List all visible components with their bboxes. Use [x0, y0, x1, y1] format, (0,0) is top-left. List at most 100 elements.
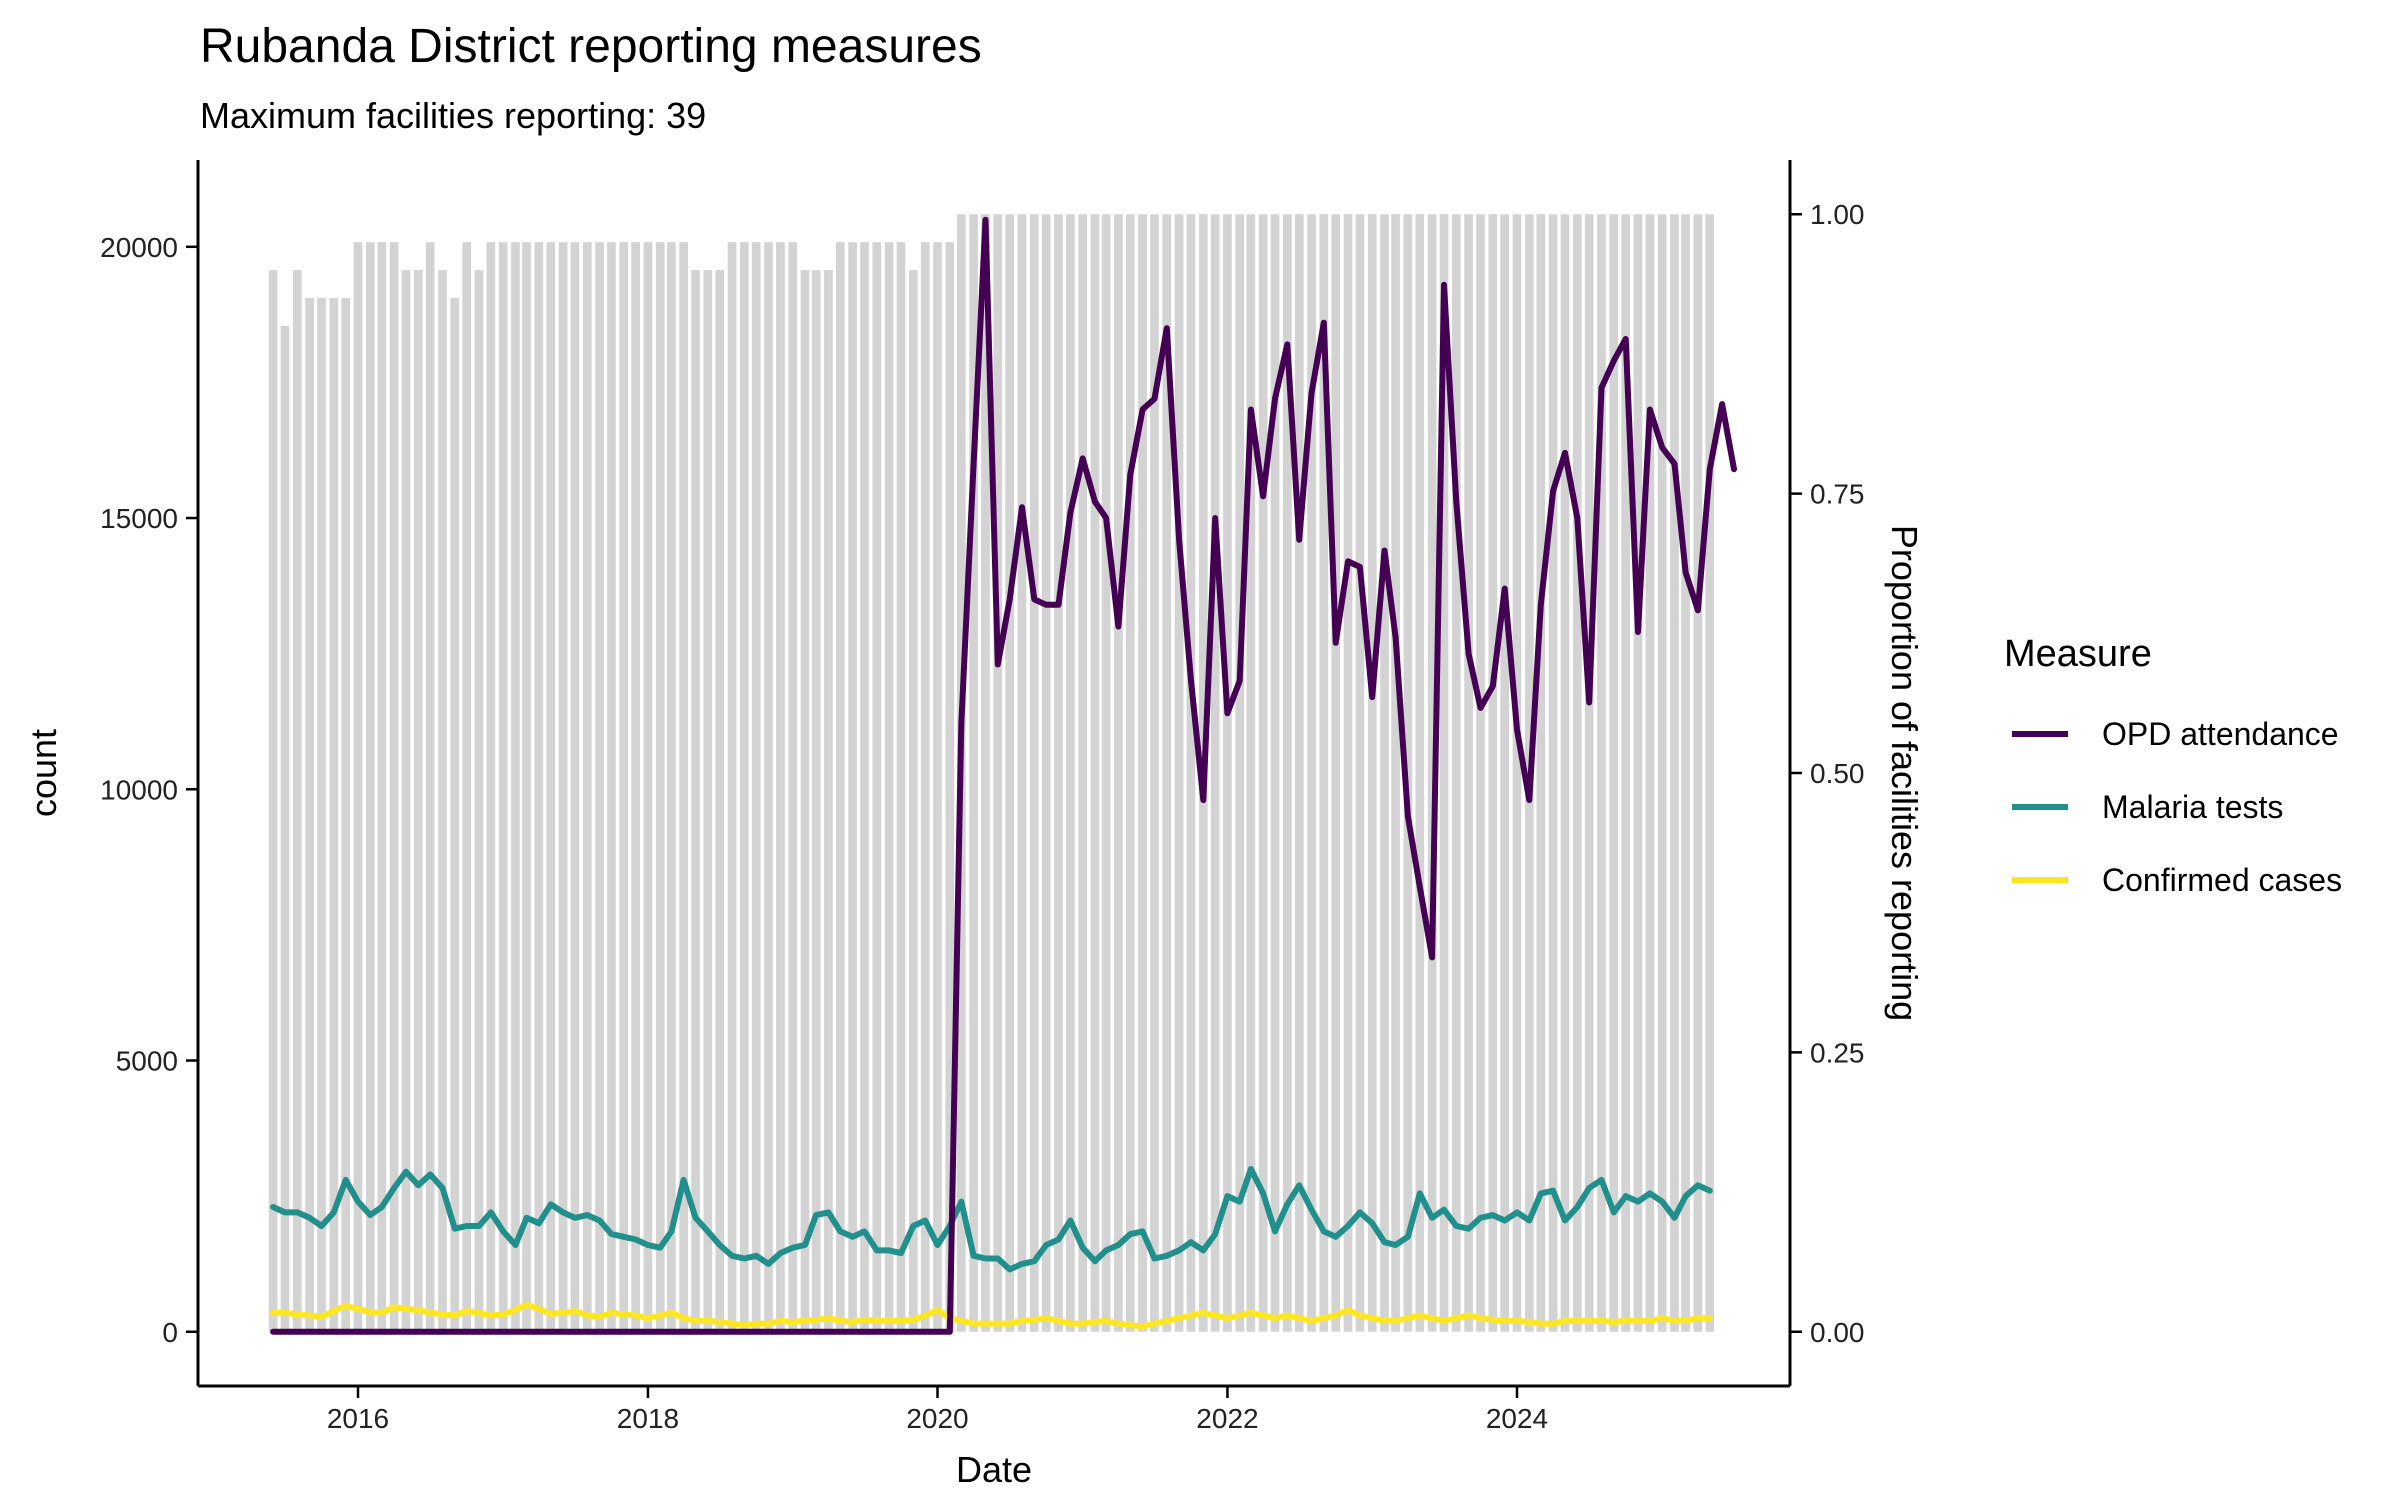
proportion-bar	[1138, 214, 1147, 1332]
proportion-bar	[619, 242, 629, 1332]
proportion-bar	[811, 270, 821, 1332]
proportion-bar	[1246, 214, 1256, 1332]
proportion-bar	[933, 242, 942, 1332]
proportion-bar	[570, 242, 580, 1332]
axis-ticks: 0 5000 10000 15000 20000 0.00 0.25 0.50 0.75 1.00…	[100, 199, 1864, 1434]
legend-label: Confirmed cases	[2102, 862, 2342, 898]
proportion-bar	[751, 242, 761, 1332]
proportion-bar	[727, 242, 737, 1332]
x-tick-label: 2022	[1196, 1403, 1258, 1434]
proportion-bar	[643, 242, 653, 1332]
proportion-bar	[1235, 214, 1245, 1332]
y-tick-label: 0	[162, 1317, 178, 1348]
proportion-bar	[1162, 214, 1172, 1332]
proportion-bar	[1464, 214, 1473, 1332]
proportion-bar	[679, 242, 688, 1332]
proportion-bar	[1307, 214, 1316, 1332]
proportion-bar	[1670, 214, 1679, 1332]
proportion-bar	[1415, 214, 1425, 1332]
proportion-bar	[1101, 214, 1111, 1332]
proportion-bar	[1258, 214, 1268, 1332]
proportion-bar	[292, 270, 302, 1332]
proportion-bar	[1174, 214, 1184, 1332]
y-tick-label: 20000	[100, 232, 178, 263]
proportion-bar	[268, 270, 278, 1332]
proportion-bar	[389, 242, 399, 1332]
proportion-bar	[800, 270, 810, 1332]
y-tick-label: 15000	[100, 503, 178, 534]
proportion-bar	[425, 242, 435, 1332]
proportion-bar	[1319, 214, 1329, 1332]
proportion-bar	[438, 270, 447, 1332]
proportion-bar	[582, 242, 592, 1332]
proportion-bar	[1476, 214, 1485, 1332]
proportion-bar	[1066, 214, 1075, 1332]
legend-title: Measure	[2004, 633, 2152, 675]
proportion-bar	[739, 242, 749, 1332]
proportion-bar	[835, 242, 845, 1332]
series-lines	[270, 216, 1737, 1335]
proportion-bar	[1380, 214, 1389, 1332]
proportion-bar	[1705, 214, 1715, 1332]
proportion-bar	[655, 242, 665, 1332]
proportion-bar	[1451, 214, 1461, 1332]
proportion-bar	[884, 242, 894, 1332]
x-tick-label: 2016	[327, 1403, 389, 1434]
y-tick-label: 10000	[100, 774, 178, 805]
proportion-bar	[631, 242, 640, 1332]
proportion-bar	[1210, 214, 1220, 1332]
proportion-bar	[824, 270, 833, 1332]
legend-label: Malaria tests	[2102, 789, 2283, 825]
x-tick-label: 2024	[1486, 1403, 1548, 1434]
proportion-bar	[1512, 214, 1522, 1332]
y-tick-label: 5000	[116, 1046, 178, 1077]
y2-tick-label: 0.25	[1810, 1037, 1865, 1068]
proportion-bar	[703, 270, 713, 1332]
proportion-bar	[1572, 214, 1582, 1332]
proportion-bar	[474, 270, 484, 1332]
proportion-bar	[558, 242, 568, 1332]
proportion-bar	[860, 242, 869, 1332]
facility-proportion-bars	[268, 214, 1715, 1332]
proportion-bar	[1645, 214, 1655, 1332]
proportion-bar	[764, 242, 773, 1332]
proportion-bar	[1439, 214, 1449, 1332]
proportion-bar	[1150, 214, 1159, 1332]
proportion-bar	[1017, 214, 1027, 1332]
proportion-bar	[1294, 214, 1304, 1332]
proportion-bar	[1343, 214, 1353, 1332]
proportion-bar	[1270, 214, 1280, 1332]
proportion-bar	[872, 242, 882, 1332]
y2-tick-label: 0.75	[1810, 479, 1865, 510]
series-line-3	[270, 1301, 1713, 1330]
proportion-bar	[450, 298, 460, 1332]
proportion-bar	[353, 242, 363, 1332]
proportion-bar	[908, 270, 918, 1332]
proportion-bar	[280, 325, 290, 1332]
proportion-bar	[498, 242, 508, 1332]
proportion-bar	[329, 298, 339, 1332]
proportion-bar	[1657, 214, 1667, 1332]
proportion-bar	[1548, 214, 1558, 1332]
proportion-bar	[377, 242, 387, 1332]
chart-subtitle: Maximum facilities reporting: 39	[200, 95, 706, 136]
proportion-bar	[715, 270, 725, 1332]
series-line-1	[270, 216, 1737, 1335]
proportion-bar	[776, 242, 785, 1332]
proportion-bar	[691, 270, 700, 1332]
proportion-bar	[945, 242, 955, 1332]
proportion-bar	[1391, 214, 1400, 1332]
x-tick-label: 2020	[906, 1403, 968, 1434]
proportion-bar	[401, 270, 411, 1332]
y2-tick-label: 0.50	[1810, 758, 1865, 789]
proportion-bar	[1500, 214, 1510, 1332]
proportion-bar	[486, 242, 496, 1332]
proportion-bar	[1597, 214, 1606, 1332]
x-tick-label: 2018	[617, 1403, 679, 1434]
y2-axis-title: Proportion of facilities reporting	[1884, 525, 1925, 1021]
proportion-bar	[546, 242, 556, 1332]
proportion-bar	[511, 242, 520, 1332]
proportion-bar	[1693, 214, 1703, 1332]
proportion-bar	[1282, 214, 1292, 1332]
